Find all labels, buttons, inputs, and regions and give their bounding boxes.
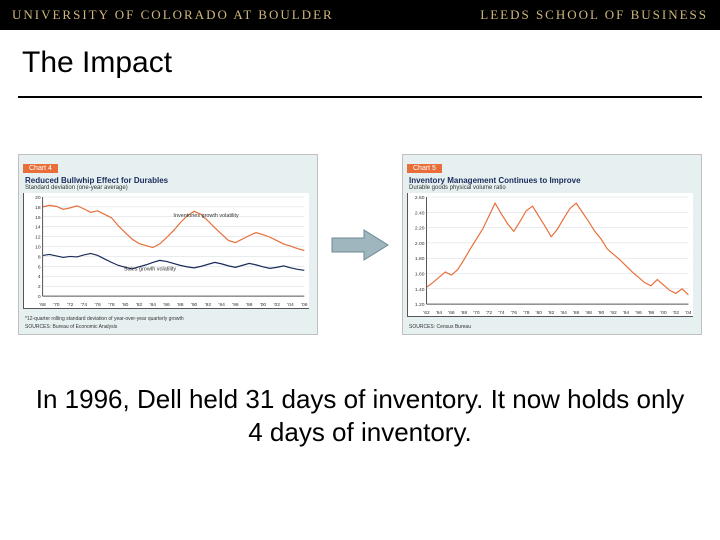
svg-text:14: 14: [35, 225, 41, 231]
chart-right-subtitle: Durable goods physical volume ratio: [409, 185, 697, 191]
header-bar: UNIVERSITY OF COLORADO AT BOULDER LEEDS …: [0, 0, 720, 30]
arrow-box: [329, 228, 391, 262]
svg-text:'74: '74: [498, 310, 505, 316]
svg-text:'78: '78: [108, 302, 115, 308]
svg-text:8: 8: [38, 254, 41, 260]
svg-text:'98: '98: [246, 302, 253, 308]
svg-text:2: 2: [38, 284, 41, 290]
chart-right-panel: Chart 5 Inventory Management Continues t…: [402, 154, 702, 335]
chart-right-plot: 1.20 1.40 1.60 1.80 2.00 2.20 2.40 2.60 '62 '64 '6…: [407, 193, 693, 317]
svg-text:'70: '70: [473, 310, 480, 316]
svg-text:'92: '92: [610, 310, 617, 316]
charts-row: Chart 4 Reduced Bullwhip Effect for Dura…: [0, 98, 720, 335]
svg-text:12: 12: [35, 235, 41, 241]
svg-text:'68: '68: [39, 302, 46, 308]
svg-text:'76: '76: [511, 310, 518, 316]
header-left: UNIVERSITY OF COLORADO AT BOULDER: [12, 7, 334, 23]
svg-text:2.40: 2.40: [415, 210, 425, 216]
svg-text:'06: '06: [301, 302, 308, 308]
svg-text:1.20: 1.20: [415, 302, 425, 308]
svg-text:'72: '72: [67, 302, 74, 308]
svg-text:2.60: 2.60: [415, 195, 425, 201]
svg-text:'96: '96: [635, 310, 642, 316]
title-block: The Impact: [0, 30, 720, 88]
svg-text:'62: '62: [423, 310, 430, 316]
svg-text:'88: '88: [177, 302, 184, 308]
svg-text:1.60: 1.60: [415, 271, 425, 277]
svg-text:'92: '92: [205, 302, 212, 308]
svg-text:'80: '80: [536, 310, 543, 316]
svg-text:'00: '00: [660, 310, 667, 316]
svg-text:'70: '70: [53, 302, 60, 308]
bottom-text: In 1996, Dell held 31 days of inventory.…: [0, 335, 720, 448]
svg-text:'72: '72: [486, 310, 493, 316]
svg-text:'74: '74: [81, 302, 88, 308]
page-title: The Impact: [22, 46, 698, 80]
header-right: LEEDS SCHOOL OF BUSINESS: [480, 7, 708, 23]
svg-text:1.40: 1.40: [415, 287, 425, 293]
svg-text:4: 4: [38, 274, 41, 280]
svg-text:2.20: 2.20: [415, 226, 425, 232]
svg-text:'94: '94: [218, 302, 225, 308]
svg-text:'94: '94: [623, 310, 630, 316]
chart-right-footnote: SOURCES: Census Bureau: [409, 324, 697, 330]
chart-right-tab: Chart 5: [407, 164, 442, 173]
svg-text:'66: '66: [448, 310, 455, 316]
svg-text:Inventories growth volatility: Inventories growth volatility: [173, 213, 239, 219]
svg-text:16: 16: [35, 215, 41, 221]
chart-right-title: Inventory Management Continues to Improv…: [409, 176, 697, 185]
svg-text:'84: '84: [560, 310, 567, 316]
svg-text:'00: '00: [260, 302, 267, 308]
svg-text:1.80: 1.80: [415, 256, 425, 262]
svg-text:'64: '64: [436, 310, 443, 316]
svg-text:'98: '98: [648, 310, 655, 316]
svg-text:20: 20: [35, 195, 41, 201]
svg-text:'76: '76: [94, 302, 101, 308]
svg-text:'86: '86: [573, 310, 580, 316]
chart-left-tab: Chart 4: [23, 164, 58, 173]
svg-text:6: 6: [38, 264, 41, 270]
chart-left-panel: Chart 4 Reduced Bullwhip Effect for Dura…: [18, 154, 318, 335]
svg-text:'04: '04: [685, 310, 692, 316]
svg-text:'96: '96: [232, 302, 239, 308]
svg-text:'90: '90: [598, 310, 605, 316]
svg-text:'04: '04: [287, 302, 294, 308]
svg-text:'80: '80: [122, 302, 129, 308]
svg-text:'02: '02: [274, 302, 281, 308]
chart-left-plot: 0 2 4 6 8 10 12 14 16 18 20 '68 '70 '72 '74 '76 '78 '80 '8…: [23, 193, 309, 309]
svg-text:2.00: 2.00: [415, 241, 425, 247]
svg-text:'88: '88: [585, 310, 592, 316]
arrow-icon: [330, 228, 390, 262]
chart-left-title: Reduced Bullwhip Effect for Durables: [25, 176, 313, 185]
svg-text:'82: '82: [136, 302, 143, 308]
svg-text:'82: '82: [548, 310, 555, 316]
svg-text:Sales growth volatility: Sales growth volatility: [124, 266, 177, 272]
chart-left-footnote2: SOURCES: Bureau of Economic Analysis: [25, 324, 313, 330]
svg-text:'02: '02: [673, 310, 680, 316]
chart-left-footnote1: *12-quarter rolling standard deviation o…: [25, 316, 313, 322]
svg-text:'68: '68: [461, 310, 468, 316]
svg-text:'84: '84: [150, 302, 157, 308]
svg-text:10: 10: [35, 245, 41, 251]
svg-text:'90: '90: [191, 302, 198, 308]
svg-text:'78: '78: [523, 310, 530, 316]
svg-text:18: 18: [35, 205, 41, 211]
svg-text:'86: '86: [163, 302, 170, 308]
svg-text:0: 0: [38, 294, 41, 300]
chart-left-subtitle: Standard deviation (one-year average): [25, 185, 313, 191]
